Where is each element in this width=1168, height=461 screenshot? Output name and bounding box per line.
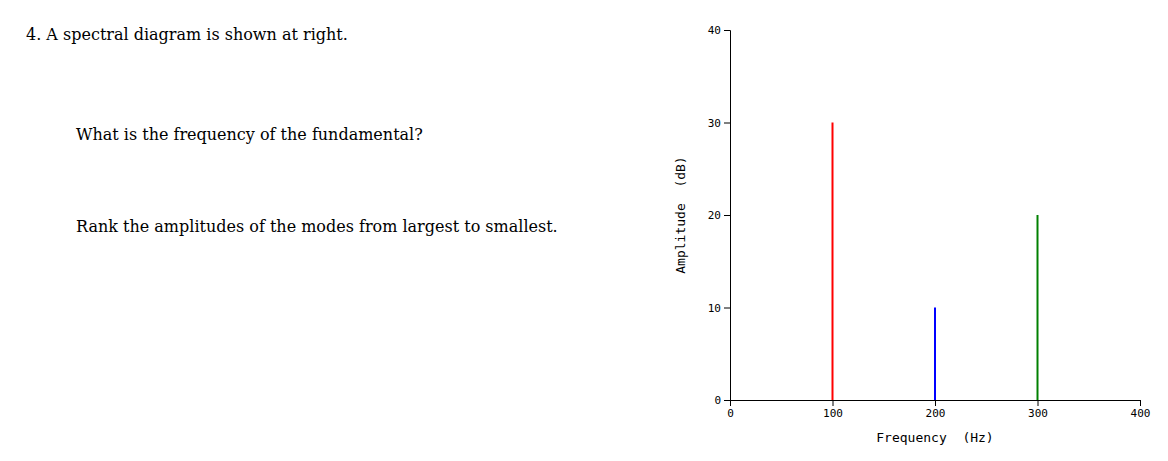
y-axis: 0 10 20 30 40 — [708, 24, 731, 407]
spectral-line — [832, 123, 834, 401]
marks — [833, 123, 1038, 401]
annotation: What is the frequency of the fundamental… — [76, 125, 423, 144]
chart: 4. A spectral diagram is shown at right.… — [0, 0, 1168, 461]
annotation: 4. A spectral diagram is shown at right. — [26, 25, 348, 44]
y-tick-mark — [724, 30, 730, 31]
annotation: Rank the amplitudes of the modes from la… — [76, 217, 558, 236]
y-tick-label: 10 — [708, 302, 721, 315]
y-tick-label: 0 — [714, 394, 721, 407]
y-tick-label: 20 — [708, 209, 721, 222]
y-tick: 30 — [708, 117, 730, 130]
x-tick: 400 — [1131, 400, 1151, 420]
y-tick-mark — [724, 400, 730, 401]
y-axis-title: Amplitude (dB) — [673, 156, 688, 273]
x-tick: 300 — [1028, 400, 1048, 420]
x-tick-label: 200 — [926, 407, 946, 420]
x-tick-label: 0 — [727, 407, 734, 420]
y-tick: 10 — [708, 302, 730, 315]
y-tick-label: 30 — [708, 117, 721, 130]
y-axis-line — [724, 31, 731, 401]
x-tick-mark — [1038, 400, 1039, 406]
spectral-line — [934, 308, 936, 401]
spectral-line — [1037, 215, 1039, 400]
x-tick: 0 — [727, 400, 734, 420]
x-tick-label: 300 — [1028, 407, 1048, 420]
x-axis-title: Frequency (Hz) — [876, 430, 993, 445]
x-tick: 200 — [926, 400, 946, 420]
x-tick-mark — [1140, 400, 1141, 406]
y-tick-mark — [724, 215, 730, 216]
y-tick: 0 — [714, 394, 730, 407]
x-tick: 100 — [823, 400, 843, 420]
y-tick-mark — [724, 308, 730, 309]
y-tick-mark — [724, 123, 730, 124]
x-tick-label: 400 — [1131, 407, 1151, 420]
y-tick: 40 — [708, 24, 730, 37]
x-axis-line — [731, 401, 1141, 407]
y-tick: 20 — [708, 209, 730, 222]
x-axis: 0 100 200 300 400 — [727, 400, 1150, 420]
x-tick-mark — [833, 400, 834, 406]
x-tick-mark — [935, 400, 936, 406]
y-tick-label: 40 — [708, 24, 721, 37]
x-tick-label: 100 — [823, 407, 843, 420]
